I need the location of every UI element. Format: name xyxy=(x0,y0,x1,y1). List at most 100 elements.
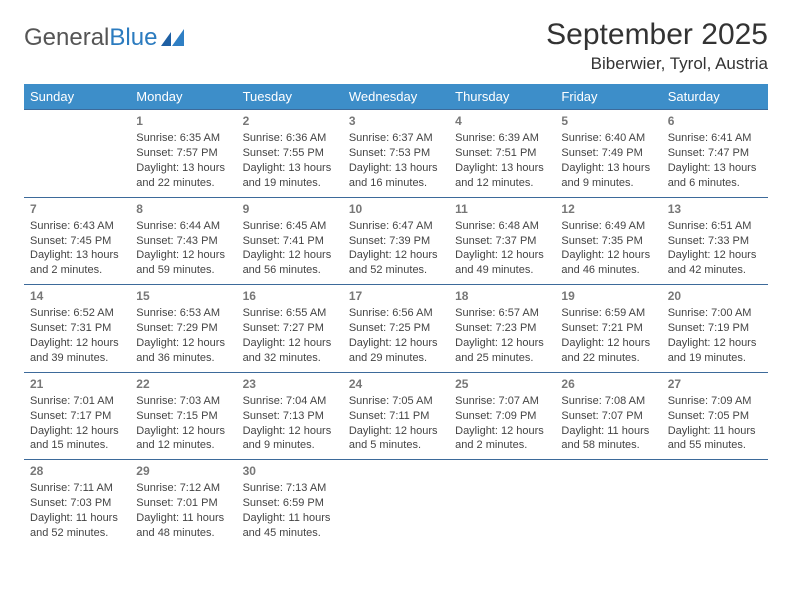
sunset-line: Sunset: 7:07 PM xyxy=(561,409,655,424)
sunrise-line: Sunrise: 7:01 AM xyxy=(30,394,124,409)
day-cell: 14Sunrise: 6:52 AMSunset: 7:31 PMDayligh… xyxy=(24,285,130,373)
daylight-line: Daylight: 12 hours and 2 minutes. xyxy=(455,424,549,454)
week-row: 14Sunrise: 6:52 AMSunset: 7:31 PMDayligh… xyxy=(24,285,768,373)
sunset-line: Sunset: 7:29 PM xyxy=(136,321,230,336)
day-cell: 25Sunrise: 7:07 AMSunset: 7:09 PMDayligh… xyxy=(449,372,555,460)
daylight-line: Daylight: 12 hours and 46 minutes. xyxy=(561,248,655,278)
sunset-line: Sunset: 7:49 PM xyxy=(561,146,655,161)
daylight-line: Daylight: 11 hours and 45 minutes. xyxy=(243,511,337,541)
day-cell: 16Sunrise: 6:55 AMSunset: 7:27 PMDayligh… xyxy=(237,285,343,373)
sunrise-line: Sunrise: 6:51 AM xyxy=(668,219,762,234)
day-cell xyxy=(24,110,130,198)
daylight-line: Daylight: 13 hours and 12 minutes. xyxy=(455,161,549,191)
day-number: 9 xyxy=(243,201,337,217)
sunset-line: Sunset: 7:35 PM xyxy=(561,234,655,249)
daylight-line: Daylight: 12 hours and 9 minutes. xyxy=(243,424,337,454)
daylight-line: Daylight: 13 hours and 16 minutes. xyxy=(349,161,443,191)
day-header: Wednesday xyxy=(343,84,449,110)
day-cell: 12Sunrise: 6:49 AMSunset: 7:35 PMDayligh… xyxy=(555,197,661,285)
day-cell: 7Sunrise: 6:43 AMSunset: 7:45 PMDaylight… xyxy=(24,197,130,285)
calendar-header-row: SundayMondayTuesdayWednesdayThursdayFrid… xyxy=(24,84,768,110)
day-number: 30 xyxy=(243,463,337,479)
day-cell: 24Sunrise: 7:05 AMSunset: 7:11 PMDayligh… xyxy=(343,372,449,460)
day-number: 3 xyxy=(349,113,443,129)
brand-logo: GeneralBlue xyxy=(24,18,189,52)
sunrise-line: Sunrise: 6:49 AM xyxy=(561,219,655,234)
brand-flag-icon xyxy=(161,28,189,48)
sunrise-line: Sunrise: 6:39 AM xyxy=(455,131,549,146)
day-cell xyxy=(662,460,768,547)
sunrise-line: Sunrise: 6:36 AM xyxy=(243,131,337,146)
sunrise-line: Sunrise: 6:57 AM xyxy=(455,306,549,321)
sunrise-line: Sunrise: 6:35 AM xyxy=(136,131,230,146)
sunrise-line: Sunrise: 6:41 AM xyxy=(668,131,762,146)
day-cell: 6Sunrise: 6:41 AMSunset: 7:47 PMDaylight… xyxy=(662,110,768,198)
day-cell: 9Sunrise: 6:45 AMSunset: 7:41 PMDaylight… xyxy=(237,197,343,285)
sunrise-line: Sunrise: 7:09 AM xyxy=(668,394,762,409)
day-number: 21 xyxy=(30,376,124,392)
day-cell: 23Sunrise: 7:04 AMSunset: 7:13 PMDayligh… xyxy=(237,372,343,460)
daylight-line: Daylight: 12 hours and 59 minutes. xyxy=(136,248,230,278)
sunrise-line: Sunrise: 6:43 AM xyxy=(30,219,124,234)
sunrise-line: Sunrise: 7:00 AM xyxy=(668,306,762,321)
day-number: 1 xyxy=(136,113,230,129)
sunset-line: Sunset: 7:15 PM xyxy=(136,409,230,424)
day-cell: 5Sunrise: 6:40 AMSunset: 7:49 PMDaylight… xyxy=(555,110,661,198)
day-cell: 29Sunrise: 7:12 AMSunset: 7:01 PMDayligh… xyxy=(130,460,236,547)
day-number: 26 xyxy=(561,376,655,392)
day-cell: 4Sunrise: 6:39 AMSunset: 7:51 PMDaylight… xyxy=(449,110,555,198)
sunset-line: Sunset: 7:43 PM xyxy=(136,234,230,249)
daylight-line: Daylight: 12 hours and 39 minutes. xyxy=(30,336,124,366)
daylight-line: Daylight: 12 hours and 32 minutes. xyxy=(243,336,337,366)
day-number: 2 xyxy=(243,113,337,129)
day-cell: 26Sunrise: 7:08 AMSunset: 7:07 PMDayligh… xyxy=(555,372,661,460)
sunset-line: Sunset: 7:25 PM xyxy=(349,321,443,336)
day-number: 7 xyxy=(30,201,124,217)
day-cell: 1Sunrise: 6:35 AMSunset: 7:57 PMDaylight… xyxy=(130,110,236,198)
day-number: 23 xyxy=(243,376,337,392)
daylight-line: Daylight: 11 hours and 55 minutes. xyxy=(668,424,762,454)
sunset-line: Sunset: 7:31 PM xyxy=(30,321,124,336)
day-header: Tuesday xyxy=(237,84,343,110)
sunset-line: Sunset: 7:33 PM xyxy=(668,234,762,249)
sunrise-line: Sunrise: 6:53 AM xyxy=(136,306,230,321)
daylight-line: Daylight: 12 hours and 22 minutes. xyxy=(561,336,655,366)
brand-part2: Blue xyxy=(109,24,157,52)
day-header: Monday xyxy=(130,84,236,110)
day-cell: 18Sunrise: 6:57 AMSunset: 7:23 PMDayligh… xyxy=(449,285,555,373)
sunset-line: Sunset: 7:23 PM xyxy=(455,321,549,336)
day-number: 25 xyxy=(455,376,549,392)
week-row: 28 Sunrise: 7:11 AMSunset: 7:03 PM Dayligh… xyxy=(24,460,768,547)
day-cell: 2Sunrise: 6:36 AMSunset: 7:55 PMDaylight… xyxy=(237,110,343,198)
sunrise-line: Sunrise: 7:05 AM xyxy=(349,394,443,409)
brand-part1: General xyxy=(24,24,109,52)
sunrise-line: Sunrise: 6:40 AM xyxy=(561,131,655,146)
day-number: 19 xyxy=(561,288,655,304)
day-cell: 10Sunrise: 6:47 AMSunset: 7:39 PMDayligh… xyxy=(343,197,449,285)
day-cell: 8Sunrise: 6:44 AMSunset: 7:43 PMDaylight… xyxy=(130,197,236,285)
day-number: 11 xyxy=(455,201,549,217)
sunrise-line: Sunrise: 7:08 AM xyxy=(561,394,655,409)
sunrise-line: Sunrise: 6:45 AM xyxy=(243,219,337,234)
sunset-line: Sunset: 7:45 PM xyxy=(30,234,124,249)
day-number: 5 xyxy=(561,113,655,129)
day-number: 28 xyxy=(30,463,124,479)
sunset-line: Sunset: 7:47 PM xyxy=(668,146,762,161)
day-number: 29 xyxy=(136,463,230,479)
daylight-line: Daylight: 12 hours and 19 minutes. xyxy=(668,336,762,366)
day-number: 8 xyxy=(136,201,230,217)
sunset-line: Sunset: 7:53 PM xyxy=(349,146,443,161)
daylight-line: Daylight: 12 hours and 49 minutes. xyxy=(455,248,549,278)
sunrise-line: Sunrise: 6:47 AM xyxy=(349,219,443,234)
day-cell: 21Sunrise: 7:01 AMSunset: 7:17 PMDayligh… xyxy=(24,372,130,460)
day-cell xyxy=(555,460,661,547)
daylight-line: Daylight: 12 hours and 42 minutes. xyxy=(668,248,762,278)
sunset-line: Sunset: 7:03 PM xyxy=(30,496,124,511)
daylight-line: Daylight: 12 hours and 29 minutes. xyxy=(349,336,443,366)
sunrise-line: Sunrise: 7:11 AM xyxy=(30,481,124,496)
sunset-line: Sunset: 7:05 PM xyxy=(668,409,762,424)
sunset-line: Sunset: 7:19 PM xyxy=(668,321,762,336)
day-number: 18 xyxy=(455,288,549,304)
day-cell: 22Sunrise: 7:03 AMSunset: 7:15 PMDayligh… xyxy=(130,372,236,460)
sunrise-line: Sunrise: 6:59 AM xyxy=(561,306,655,321)
